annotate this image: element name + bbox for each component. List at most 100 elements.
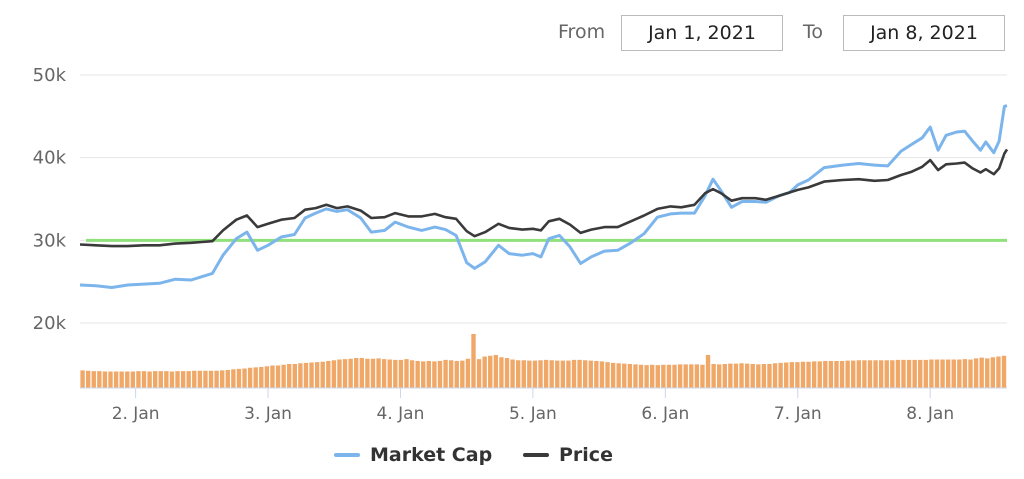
volume-bar [404,359,409,388]
volume-bar [906,359,912,388]
volume-bar [281,364,286,388]
volume-bar [661,364,666,388]
volume-bar [789,362,794,388]
volume-bar [895,359,901,388]
volume-bar [951,359,956,388]
volume-bar [164,371,169,388]
volume-bar [1001,355,1007,388]
volume-bar [839,361,845,388]
volume-bar [421,361,426,388]
y-tick-label: 50k [33,65,67,86]
volume-bar [130,371,136,388]
volume-bar [152,371,158,388]
volume-bar [97,371,102,388]
volume-bar [929,359,934,388]
volume-bar [672,364,677,388]
volume-bar [912,359,917,388]
volume-bar [493,355,499,388]
volume-bar [147,371,152,388]
to-date-input[interactable]: Jan 8, 2021 [843,15,1005,51]
volume-bar [834,361,839,388]
y-tick-label: 30k [33,230,67,251]
volume-bar [845,360,850,388]
volume-bar [331,360,337,388]
volume-bar [264,366,270,388]
volume-bar [968,359,973,388]
volume-bar [85,370,91,388]
volume-bar [538,360,543,388]
volume-bar [566,360,571,388]
volume-bar [476,359,482,388]
x-tick-label: 2. Jan [112,404,160,424]
volume-bar [750,364,755,388]
volume-bar [376,358,381,388]
volume-bar [203,370,208,388]
legend-item-price[interactable]: Price [523,444,613,466]
volume-bar [102,371,108,388]
volume-bar [560,360,566,388]
legend-swatch-market-cap [334,453,360,457]
volume-bar [415,361,420,388]
volume-bar [192,370,197,388]
volume-bar [242,368,247,388]
volume-bar [728,363,733,388]
volume-bar [220,370,225,388]
volume-bar [638,364,644,388]
volume-bar [761,364,767,388]
volume-bar [136,371,141,388]
volume-bar [214,370,219,388]
volume-bar [878,360,884,388]
volume-bar [990,357,996,388]
volume-bar [175,371,180,388]
volume-bar [778,362,783,388]
volume-bar [744,363,750,388]
volume-bar [940,359,945,388]
volume-bar [817,361,822,388]
volume-bar [398,359,404,388]
volume-bar [504,358,510,388]
volume-bar [169,371,175,388]
volume-bar [655,365,660,388]
volume-bar [957,359,962,388]
volume-bar [287,364,292,388]
legend-label-price: Price [559,444,613,466]
volume-bar [314,362,320,388]
volume-bar [571,359,577,388]
volume-bar [108,371,113,388]
volume-bar [784,362,789,388]
legend-item-market-cap[interactable]: Market Cap [334,444,492,466]
volume-bar [225,370,230,388]
volume-bar [521,360,526,388]
volume-bar [605,362,610,388]
volume-bar [499,357,504,388]
volume-bar [683,364,688,388]
volume-bar [599,361,605,388]
volume-bar [208,370,214,388]
volume-bar [119,371,124,388]
volume-bar [197,370,203,388]
volume-bar [806,361,811,388]
volume-bar [945,359,951,388]
volume-bar [700,364,705,388]
volume-bar [180,371,186,388]
volume-bar [186,371,191,388]
volume-bar [890,360,895,388]
volume-bar [588,360,593,388]
volume-bar [867,360,873,388]
volume-bar [918,359,923,388]
volume-bar [862,360,867,388]
volume-bar [795,362,800,388]
volume-bar [650,364,655,388]
volume-bar [275,365,281,388]
volume-bar [426,361,432,388]
y-tick-label: 20k [33,313,67,334]
from-date-input[interactable]: Jan 1, 2021 [621,15,783,51]
volume-bar [113,371,119,388]
volume-bar [303,362,309,388]
volume-bar [348,358,353,388]
volume-bar [985,358,990,388]
volume-bar [549,360,554,388]
volume-bar [644,365,649,388]
volume-bar [231,369,236,388]
from-label: From [558,21,606,43]
